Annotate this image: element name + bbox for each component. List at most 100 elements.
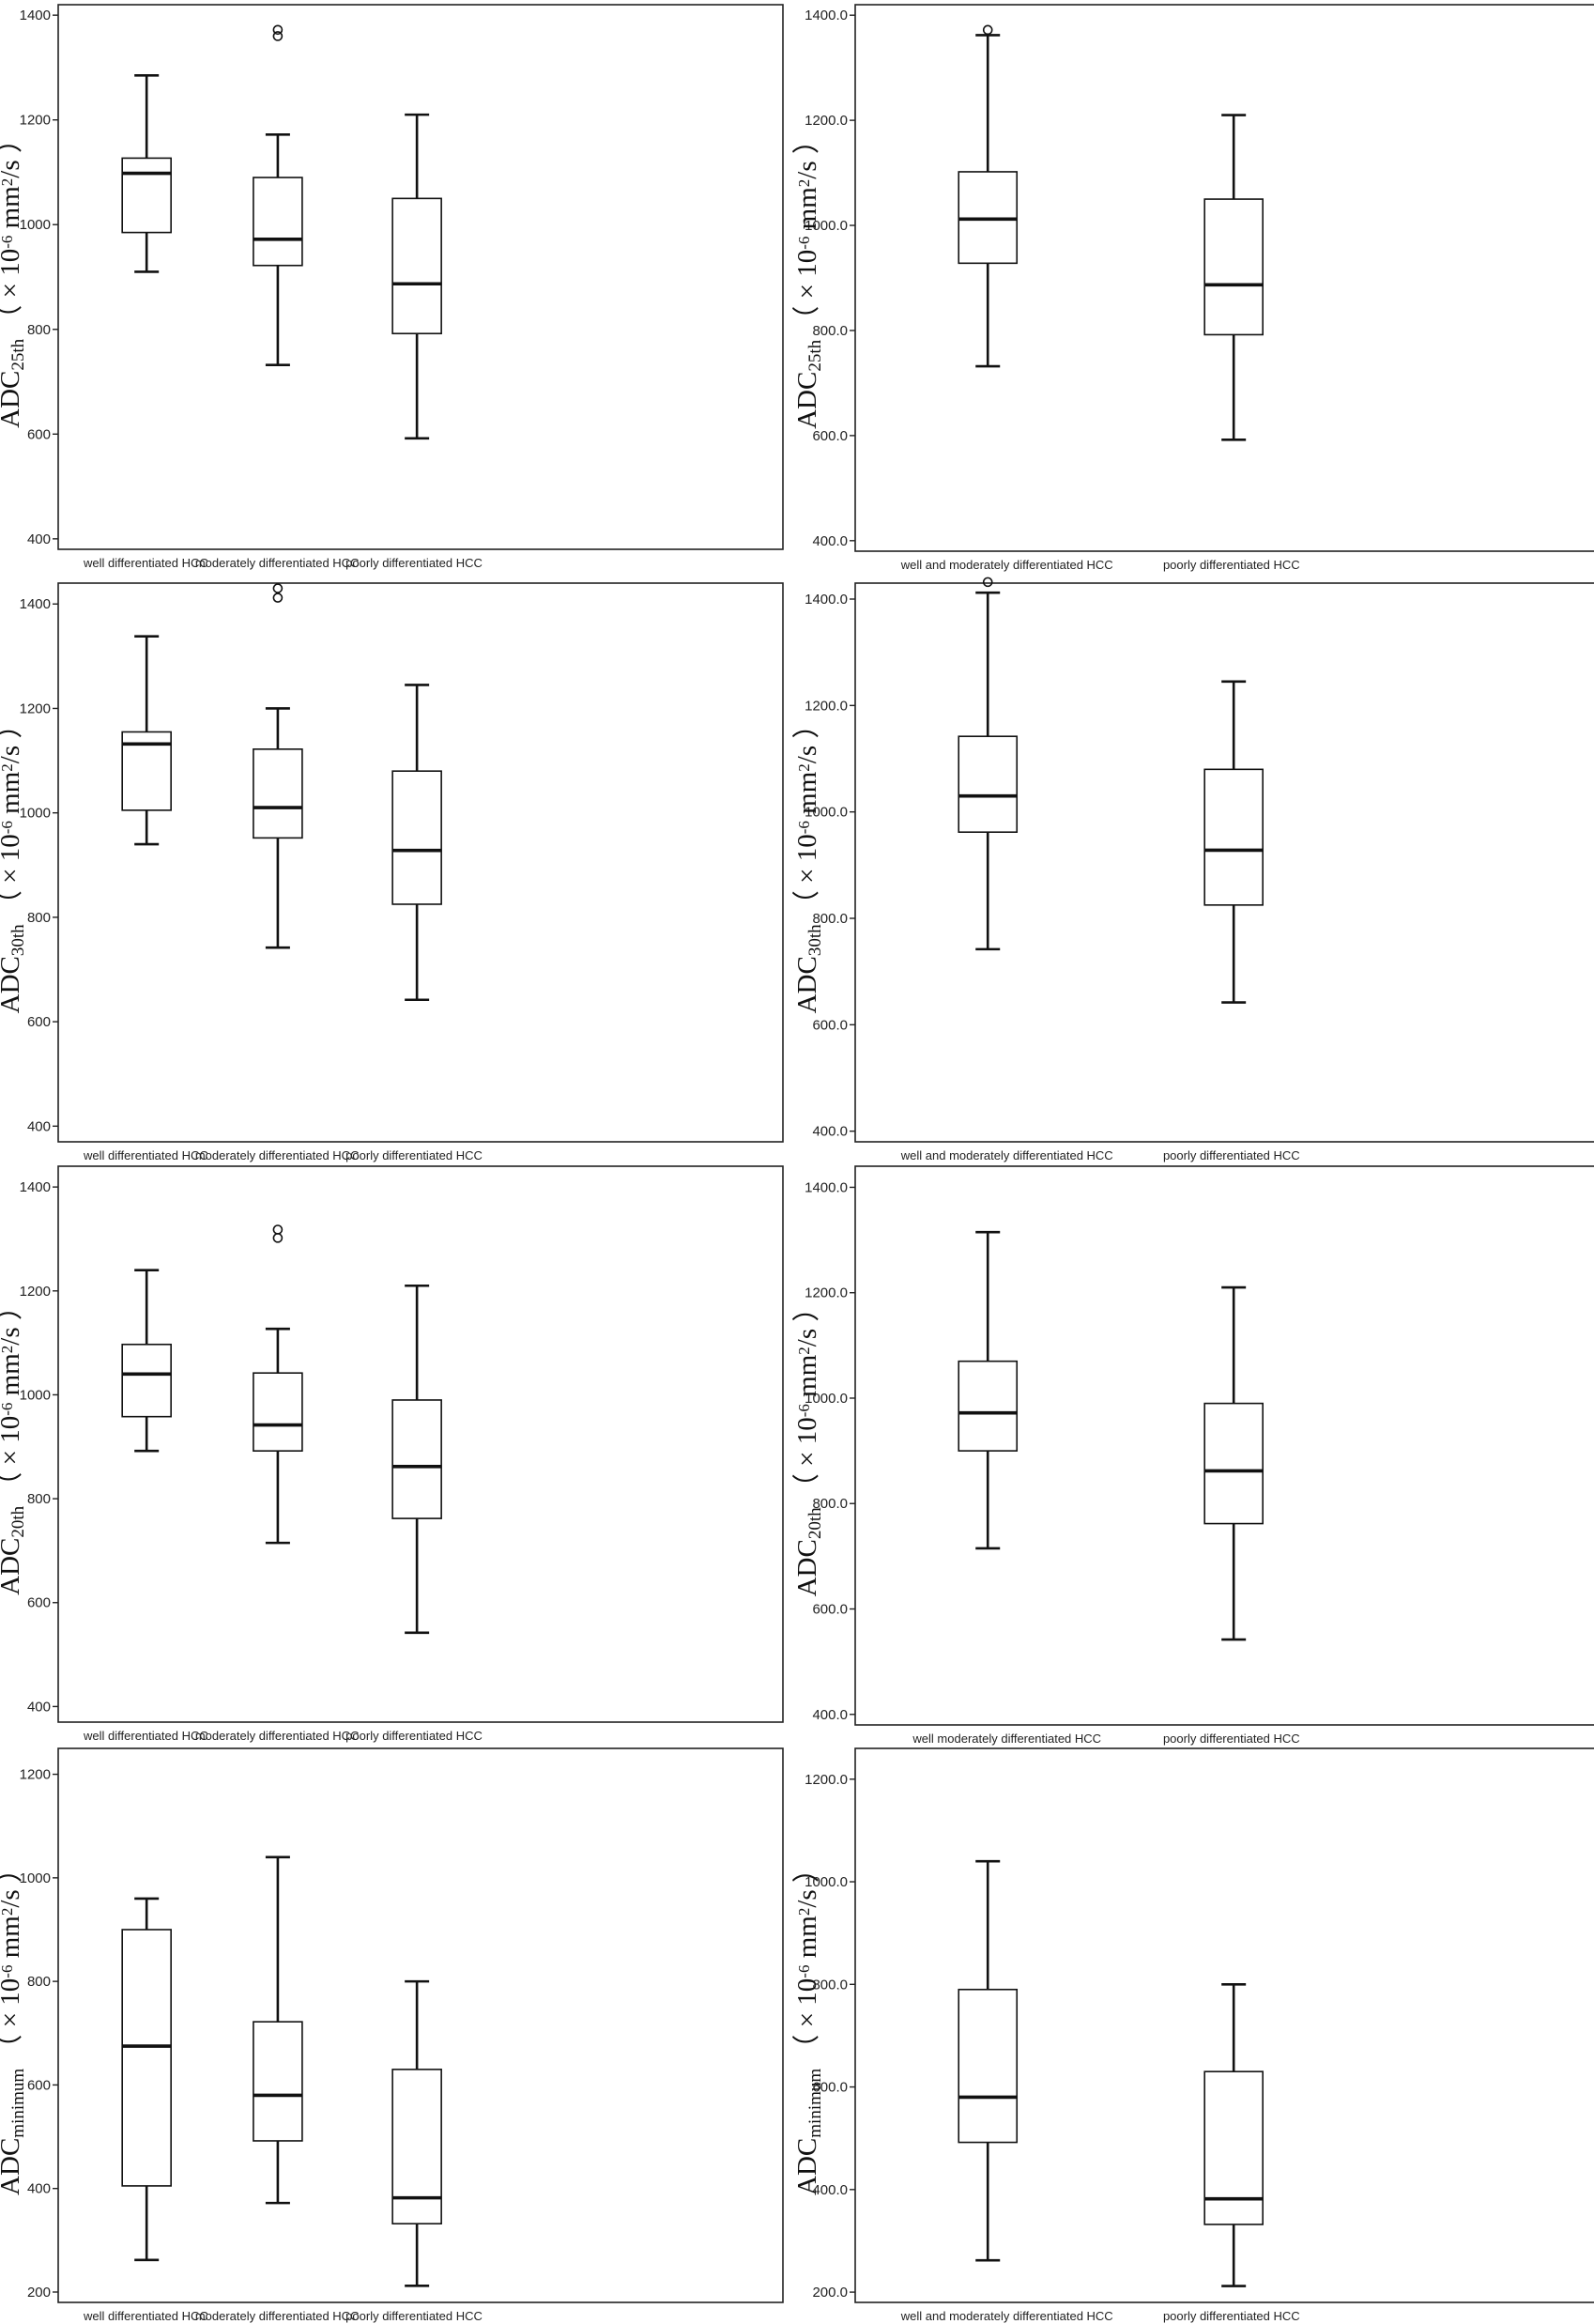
y-axis-label-part: （ × 10 bbox=[0, 249, 25, 339]
y-tick-label: 1200.0 bbox=[805, 698, 848, 714]
y-tick-label: 400.0 bbox=[812, 2182, 848, 2198]
y-axis-label-part: minimum bbox=[805, 2069, 825, 2138]
y-axis-label-part: mm bbox=[792, 1916, 822, 1965]
boxplot-panel-4: 400.0 600.0 800.0 1000.0 1200.0 1400.0 ADC30th… bbox=[792, 577, 1594, 1162]
y-axis-label: ADC25th （ × 10-6 mm2/s ） bbox=[792, 127, 825, 429]
y-tick-label: 600.0 bbox=[812, 1602, 848, 1618]
y-axis-label-part: 25th bbox=[805, 339, 825, 371]
y-axis-label-part: -6 bbox=[0, 821, 16, 834]
y-axis-label-part: （ × 10 bbox=[0, 1978, 25, 2069]
y-axis-label-part: （ × 10 bbox=[792, 1978, 822, 2069]
y-axis-label: ADCminimum （ × 10-6 mm2/s ） bbox=[792, 1855, 825, 2195]
boxplot-panel-1: 400 600 800 1000 1200 1400 ADC25th （ × 10-6 mm… bbox=[0, 4, 784, 570]
iqr-box bbox=[121, 1929, 172, 2187]
y-axis-label-part: -6 bbox=[795, 821, 813, 834]
y-tick-label: 1000 bbox=[20, 217, 51, 233]
y-tick-label: 600.0 bbox=[812, 1017, 848, 1033]
y-axis-label-part: /s ） bbox=[792, 1855, 822, 1908]
iqr-box bbox=[253, 748, 303, 839]
y-tick-label: 1200 bbox=[20, 1284, 51, 1300]
box-1 bbox=[121, 73, 172, 273]
iqr-box bbox=[121, 157, 172, 234]
y-axis-label-part: mm bbox=[792, 771, 822, 821]
iqr-box bbox=[1203, 198, 1264, 336]
y-axis-label-part: 30th bbox=[805, 924, 825, 956]
y-tick-label: 1200 bbox=[20, 1767, 51, 1783]
y-axis-label-part: mm bbox=[792, 1354, 822, 1404]
outlier-point bbox=[272, 583, 284, 593]
y-axis-label-part: 20th bbox=[805, 1507, 825, 1539]
iqr-box bbox=[958, 735, 1019, 834]
x-category-label: well differentiated HCC bbox=[83, 1729, 208, 1743]
iqr-box bbox=[253, 2021, 303, 2142]
y-tick-label: 600 bbox=[27, 426, 51, 442]
y-axis-label-part: 2 bbox=[795, 179, 813, 188]
y-tick-label: 800 bbox=[27, 1491, 51, 1507]
y-tick-label: 400 bbox=[27, 1118, 51, 1134]
y-axis-label-part: -6 bbox=[795, 237, 813, 250]
y-axis-label-part: 2 bbox=[795, 1347, 813, 1355]
y-tick-label: 600.0 bbox=[812, 2080, 848, 2096]
outlier-point bbox=[272, 31, 284, 41]
boxplot-panel-7: 200 400 600 800 1000 1200 ADCminimum （ × 10-6 … bbox=[0, 1747, 784, 2323]
y-axis-label-part: ADC bbox=[0, 371, 25, 428]
y-tick-label: 600 bbox=[27, 1014, 51, 1030]
box-1 bbox=[958, 24, 1019, 368]
x-category-label: moderately differentiated HCC bbox=[195, 1729, 360, 1743]
y-axis-label-part: 25th bbox=[8, 338, 28, 370]
y-tick-label: 1400.0 bbox=[805, 8, 848, 23]
y-tick-label: 1000.0 bbox=[805, 218, 848, 234]
y-tick-label: 1400 bbox=[20, 1179, 51, 1195]
iqr-box bbox=[391, 770, 442, 905]
box-2 bbox=[253, 1855, 303, 2205]
iqr-box bbox=[1203, 1402, 1264, 1525]
y-tick-label: 800.0 bbox=[812, 911, 848, 927]
y-axis-label-part: -6 bbox=[795, 1404, 813, 1417]
outlier-point bbox=[982, 577, 993, 588]
boxplot-panel-6: 400.0 600.0 800.0 1000.0 1200.0 1400.0 ADC20th… bbox=[792, 1165, 1594, 1746]
y-axis-label-part: /s ） bbox=[0, 712, 25, 764]
outlier-point bbox=[982, 24, 993, 36]
outlier-point bbox=[272, 593, 284, 603]
y-axis-label-part: mm bbox=[0, 1353, 25, 1403]
y-axis-label-part: （ × 10 bbox=[792, 1417, 822, 1507]
y-axis-label-part: -6 bbox=[0, 236, 16, 249]
x-category-label: poorly differentiated HCC bbox=[345, 556, 483, 570]
box-1 bbox=[121, 635, 172, 846]
iqr-box bbox=[1203, 2070, 1264, 2225]
y-tick-label: 1200.0 bbox=[805, 1772, 848, 1788]
y-tick-label: 1000.0 bbox=[805, 805, 848, 821]
x-category-label: poorly differentiated HCC bbox=[1163, 1148, 1300, 1162]
x-category-label: well moderately differentiated HCC bbox=[912, 1731, 1101, 1746]
y-axis-label-part: 2 bbox=[0, 1346, 16, 1354]
x-category-label: well and moderately differentiated HCC bbox=[900, 1148, 1113, 1162]
x-category-label: well differentiated HCC bbox=[83, 1148, 208, 1162]
box-2 bbox=[1203, 114, 1264, 441]
y-tick-label: 1400.0 bbox=[805, 1179, 848, 1195]
y-axis-label-part: ADC bbox=[0, 956, 25, 1013]
y-axis-label-part: ADC bbox=[792, 2138, 822, 2195]
x-category-label: well and moderately differentiated HCC bbox=[900, 558, 1113, 572]
y-axis-label-part: /s ） bbox=[792, 127, 822, 179]
y-tick-label: 200.0 bbox=[812, 2285, 848, 2301]
y-tick-label: 1000 bbox=[20, 1387, 51, 1403]
box-2 bbox=[1203, 680, 1264, 1004]
box-2 bbox=[253, 583, 303, 949]
y-axis-label-part: mm bbox=[0, 186, 25, 236]
y-axis-label-part: ADC bbox=[792, 956, 822, 1013]
y-axis-label-part: 2 bbox=[795, 763, 813, 772]
outlier-point bbox=[272, 24, 284, 36]
y-axis-label-part: minimum bbox=[8, 2069, 28, 2138]
y-axis-label-part: -6 bbox=[0, 1965, 16, 1978]
x-category-label: poorly differentiated HCC bbox=[345, 1148, 483, 1162]
y-axis-label-part: /s ） bbox=[0, 1855, 25, 1908]
y-tick-label: 800.0 bbox=[812, 323, 848, 339]
box-2 bbox=[253, 1224, 303, 1545]
y-tick-label: 800.0 bbox=[812, 1496, 848, 1512]
y-tick-label: 1400 bbox=[20, 8, 51, 23]
box-2 bbox=[1203, 1285, 1264, 1641]
y-axis-label-part: 2 bbox=[795, 1908, 813, 1916]
y-tick-label: 1200 bbox=[20, 113, 51, 129]
boxplot-panel-3: 400 600 800 1000 1200 1400 ADC30th （ × 10-6 mm… bbox=[0, 582, 784, 1162]
